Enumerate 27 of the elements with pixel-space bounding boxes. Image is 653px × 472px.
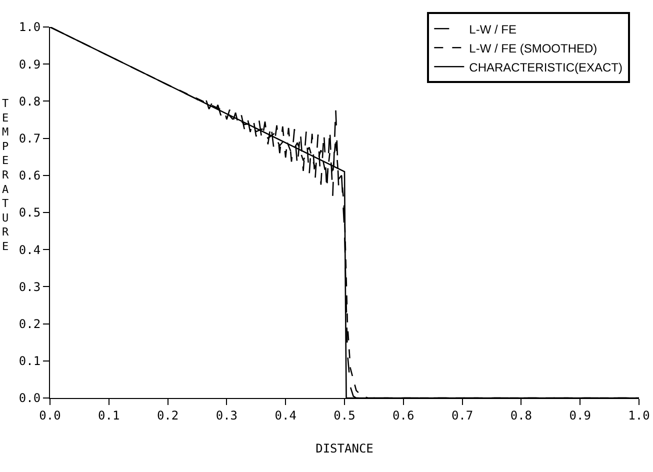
x-tick-label: 0.1 [98,408,120,422]
y-tick-label: 0.3 [18,280,41,294]
x-tick-label: 0.3 [216,408,238,422]
y-tick-label: 0.6 [18,168,41,183]
y-tick-label: 0.2 [18,317,41,331]
x-tick-label: 0.9 [569,408,591,422]
x-tick-label: 0.4 [274,408,296,422]
y-tick-label: 1.0 [18,20,41,34]
y-tick-label: 0.8 [18,94,41,108]
x-axis-title: DISTANCE [316,441,374,456]
y-tick-label: 0.0 [18,391,41,406]
legend-label: L-W / FE (SMOOTHED) [469,41,598,56]
x-tick-label: 0.2 [156,408,179,422]
legend-label: CHARACTERISTIC(EXACT) [469,60,623,74]
y-tick-label: 0.4 [18,242,41,257]
x-tick-label: 1.0 [628,408,650,422]
x-tick-label: 0.6 [392,408,414,422]
x-tick-label: 0.0 [39,408,61,422]
text: TEMPERATURE [2,97,9,253]
x-tick-label: 0.7 [451,408,474,422]
x-tick-label: 0.5 [334,408,356,422]
y-tick-label: 0.1 [18,354,41,368]
x-tick-label: 0.8 [510,408,532,422]
y-tick-label: 0.5 [18,206,41,220]
y-tick-label: 0.7 [18,132,41,146]
y-tick-label: 0.9 [18,57,41,72]
legend-label: L-W / FE [469,22,517,36]
